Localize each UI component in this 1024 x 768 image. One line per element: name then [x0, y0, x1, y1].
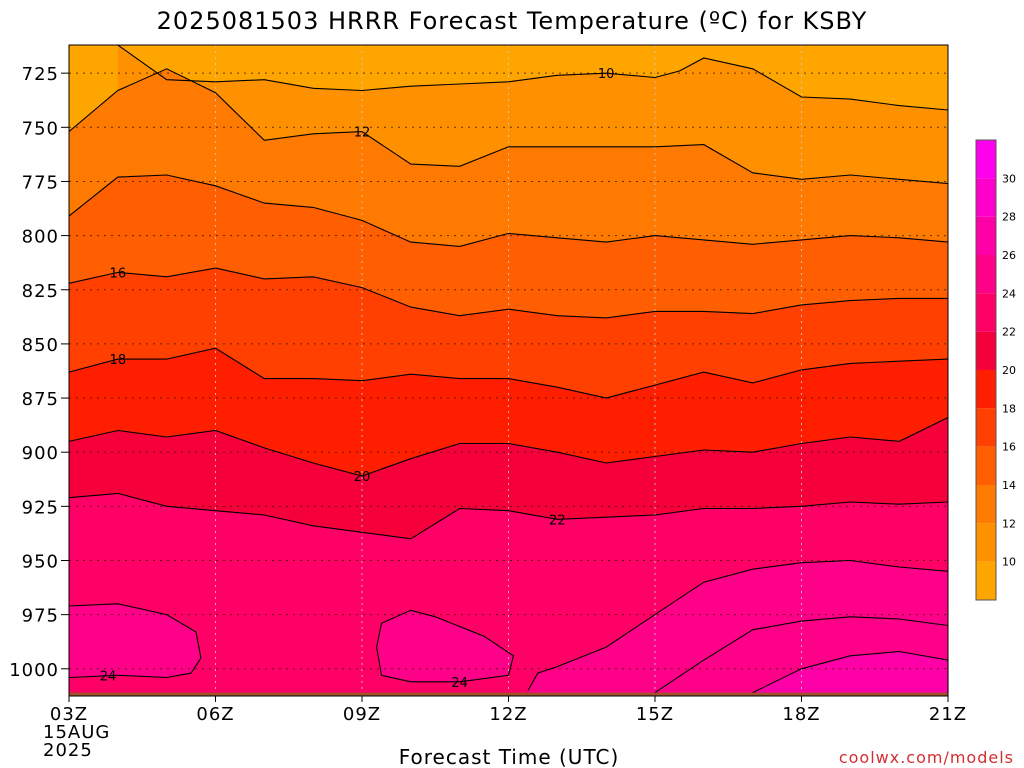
colorbar-tick-16: 16 — [1002, 441, 1016, 454]
y-tick-label-775: 775 — [22, 172, 59, 193]
contour-line-24-7 — [654, 616, 949, 694]
colorbar-tick-26: 26 — [1002, 249, 1016, 262]
colorbar-band-30 — [976, 140, 996, 179]
colorbar-band-16 — [976, 408, 996, 447]
x-tick-label-03Z: 03Z — [50, 704, 88, 725]
colorbar-band-8 — [976, 561, 996, 600]
x-tick-sublabel-0: 15AUG — [43, 722, 110, 743]
contour-label-22: 22 — [549, 513, 566, 528]
x-tick-label-15Z: 15Z — [636, 704, 674, 725]
temperature-band-24-2 — [69, 603, 201, 678]
ground-surface — [69, 692, 948, 696]
colorbar-tick-10: 10 — [1002, 556, 1016, 569]
colorbar-band-24 — [976, 255, 996, 294]
colorbar-tick-18: 18 — [1002, 402, 1016, 415]
colorbar-tick-24: 24 — [1002, 287, 1016, 300]
colorbar-tick-22: 22 — [1002, 326, 1016, 339]
contour-line-16-3 — [68, 267, 948, 319]
colorbar-band-28 — [976, 178, 996, 217]
x-tick-label-09Z: 09Z — [343, 704, 381, 725]
colorbar-band-26 — [976, 216, 996, 255]
y-tick-label-750: 750 — [22, 118, 59, 139]
x-tick-sublabel-1: 2025 — [43, 740, 93, 761]
contour-label-20: 20 — [354, 470, 371, 485]
plot-area: 10 12 16 18 20 22 24 24 725 750 775 800 825 850 875 900… — [9, 44, 967, 761]
y-tick-label-800: 800 — [22, 227, 59, 248]
contour-line-18-4 — [68, 347, 949, 399]
y-tick-label-875: 875 — [22, 389, 59, 410]
contour-label-24: 24 — [451, 676, 468, 691]
colorbar-band-18 — [976, 370, 996, 409]
y-tick-label-950: 950 — [22, 551, 59, 572]
temperature-band-26-4 — [752, 651, 948, 696]
contour-line-14-2 — [68, 174, 949, 247]
contour-label-10: 10 — [598, 67, 615, 82]
colorbar-tick-28: 28 — [1002, 211, 1016, 224]
colorbar-band-10 — [976, 523, 996, 562]
colorbar-frame — [975, 139, 997, 601]
contour-line-22-6 — [68, 492, 949, 540]
colorbar-band-12 — [976, 485, 996, 524]
contour-line-24-9 — [68, 603, 202, 679]
contour-label-12: 12 — [354, 126, 371, 141]
y-tick-label-1000: 1000 — [9, 660, 59, 681]
colorbar-band-20 — [976, 331, 996, 370]
contour-line-12-1 — [68, 68, 949, 185]
colorbar-band-14 — [976, 446, 996, 485]
y-tick-label-825: 825 — [22, 281, 59, 302]
x-tick-label-06Z: 06Z — [196, 704, 234, 725]
contour-line-10-0 — [117, 44, 949, 111]
y-tick-label-925: 925 — [22, 497, 59, 518]
credit-link[interactable]: coolwx.com/models — [839, 748, 1014, 767]
colorbar-tick-20: 20 — [1002, 364, 1016, 377]
contour-line-20-5 — [68, 417, 949, 477]
contour-label-16: 16 — [110, 266, 127, 281]
x-tick-label-18Z: 18Z — [782, 704, 820, 725]
y-tick-label-900: 900 — [22, 443, 59, 464]
contour-line-24-10 — [376, 609, 515, 683]
colorbar-tick-14: 14 — [1002, 479, 1016, 492]
y-tick-label-725: 725 — [22, 64, 59, 85]
colorbar-band-22 — [976, 293, 996, 332]
y-tick-label-975: 975 — [22, 606, 59, 627]
contour-label-18: 18 — [110, 353, 127, 368]
x-axis-label: Forecast Time (UTC) — [399, 745, 620, 768]
chart-title: 2025081503 HRRR Forecast Temperature (ºC… — [157, 7, 868, 35]
colorbar-tick-12: 12 — [1002, 517, 1016, 530]
contour-label-24: 24 — [100, 669, 117, 684]
colorbar: 10 12 14 16 18 20 22 24 26 28 30 — [975, 139, 1016, 601]
colorbar-tick-30: 30 — [1002, 172, 1016, 185]
x-tick-label-21Z: 21Z — [929, 704, 967, 725]
y-tick-label-850: 850 — [22, 335, 59, 356]
x-tick-label-12Z: 12Z — [489, 704, 527, 725]
temperature-band-24-3 — [376, 610, 514, 682]
contour-line-24-8 — [527, 559, 949, 691]
